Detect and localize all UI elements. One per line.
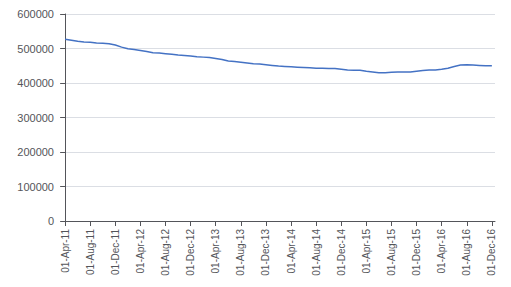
svg-text:01-Dec-14: 01-Dec-14 [336, 229, 347, 276]
svg-text:500000: 500000 [17, 43, 54, 55]
svg-text:01-Aug-13: 01-Aug-13 [235, 229, 246, 276]
svg-text:300000: 300000 [17, 112, 54, 124]
svg-text:01-Aug-12: 01-Aug-12 [160, 229, 171, 276]
svg-text:01-Apr-11: 01-Apr-11 [60, 229, 71, 273]
svg-text:01-Dec-16: 01-Dec-16 [486, 229, 497, 276]
svg-text:01-Apr-16: 01-Apr-16 [436, 229, 447, 274]
svg-text:01-Apr-12: 01-Apr-12 [135, 229, 146, 274]
svg-text:01-Apr-15: 01-Apr-15 [361, 229, 372, 274]
svg-text:100000: 100000 [17, 181, 54, 193]
svg-text:01-Dec-13: 01-Dec-13 [260, 229, 271, 276]
svg-text:0: 0 [48, 215, 54, 227]
svg-text:01-Aug-14: 01-Aug-14 [311, 229, 322, 276]
svg-text:01-Aug-15: 01-Aug-15 [386, 229, 397, 276]
svg-text:600000: 600000 [17, 8, 54, 20]
svg-text:01-Dec-15: 01-Dec-15 [411, 229, 422, 276]
svg-text:01-Apr-14: 01-Apr-14 [286, 229, 297, 274]
svg-text:200000: 200000 [17, 146, 54, 158]
svg-text:01-Aug-11: 01-Aug-11 [85, 229, 96, 275]
svg-text:01-Dec-11: 01-Dec-11 [110, 229, 121, 275]
svg-text:400000: 400000 [17, 77, 54, 89]
svg-text:01-Apr-13: 01-Apr-13 [210, 229, 221, 274]
svg-text:01-Aug-16: 01-Aug-16 [461, 229, 472, 276]
svg-text:01-Dec-12: 01-Dec-12 [185, 229, 196, 276]
